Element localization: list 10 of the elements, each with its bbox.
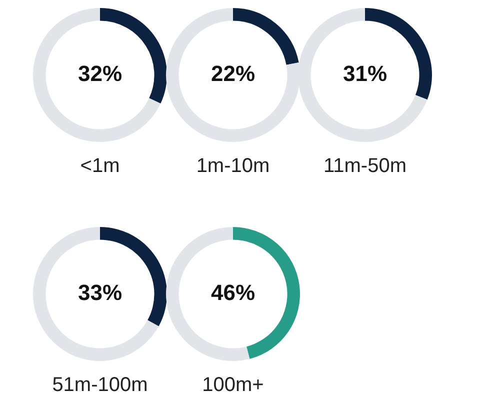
text: 51m-100m bbox=[51, 374, 149, 397]
data-label: 32% bbox=[78, 61, 122, 86]
data-label: 33% bbox=[78, 280, 122, 306]
data-label: 31% bbox=[342, 61, 388, 86]
text: 1m-10m bbox=[195, 155, 271, 178]
text: <1m bbox=[79, 155, 121, 178]
text: 11m-50m bbox=[322, 155, 408, 178]
data-label: 46% bbox=[210, 280, 256, 306]
text: 100m+ bbox=[201, 374, 265, 397]
data-label: 22% bbox=[210, 61, 256, 86]
